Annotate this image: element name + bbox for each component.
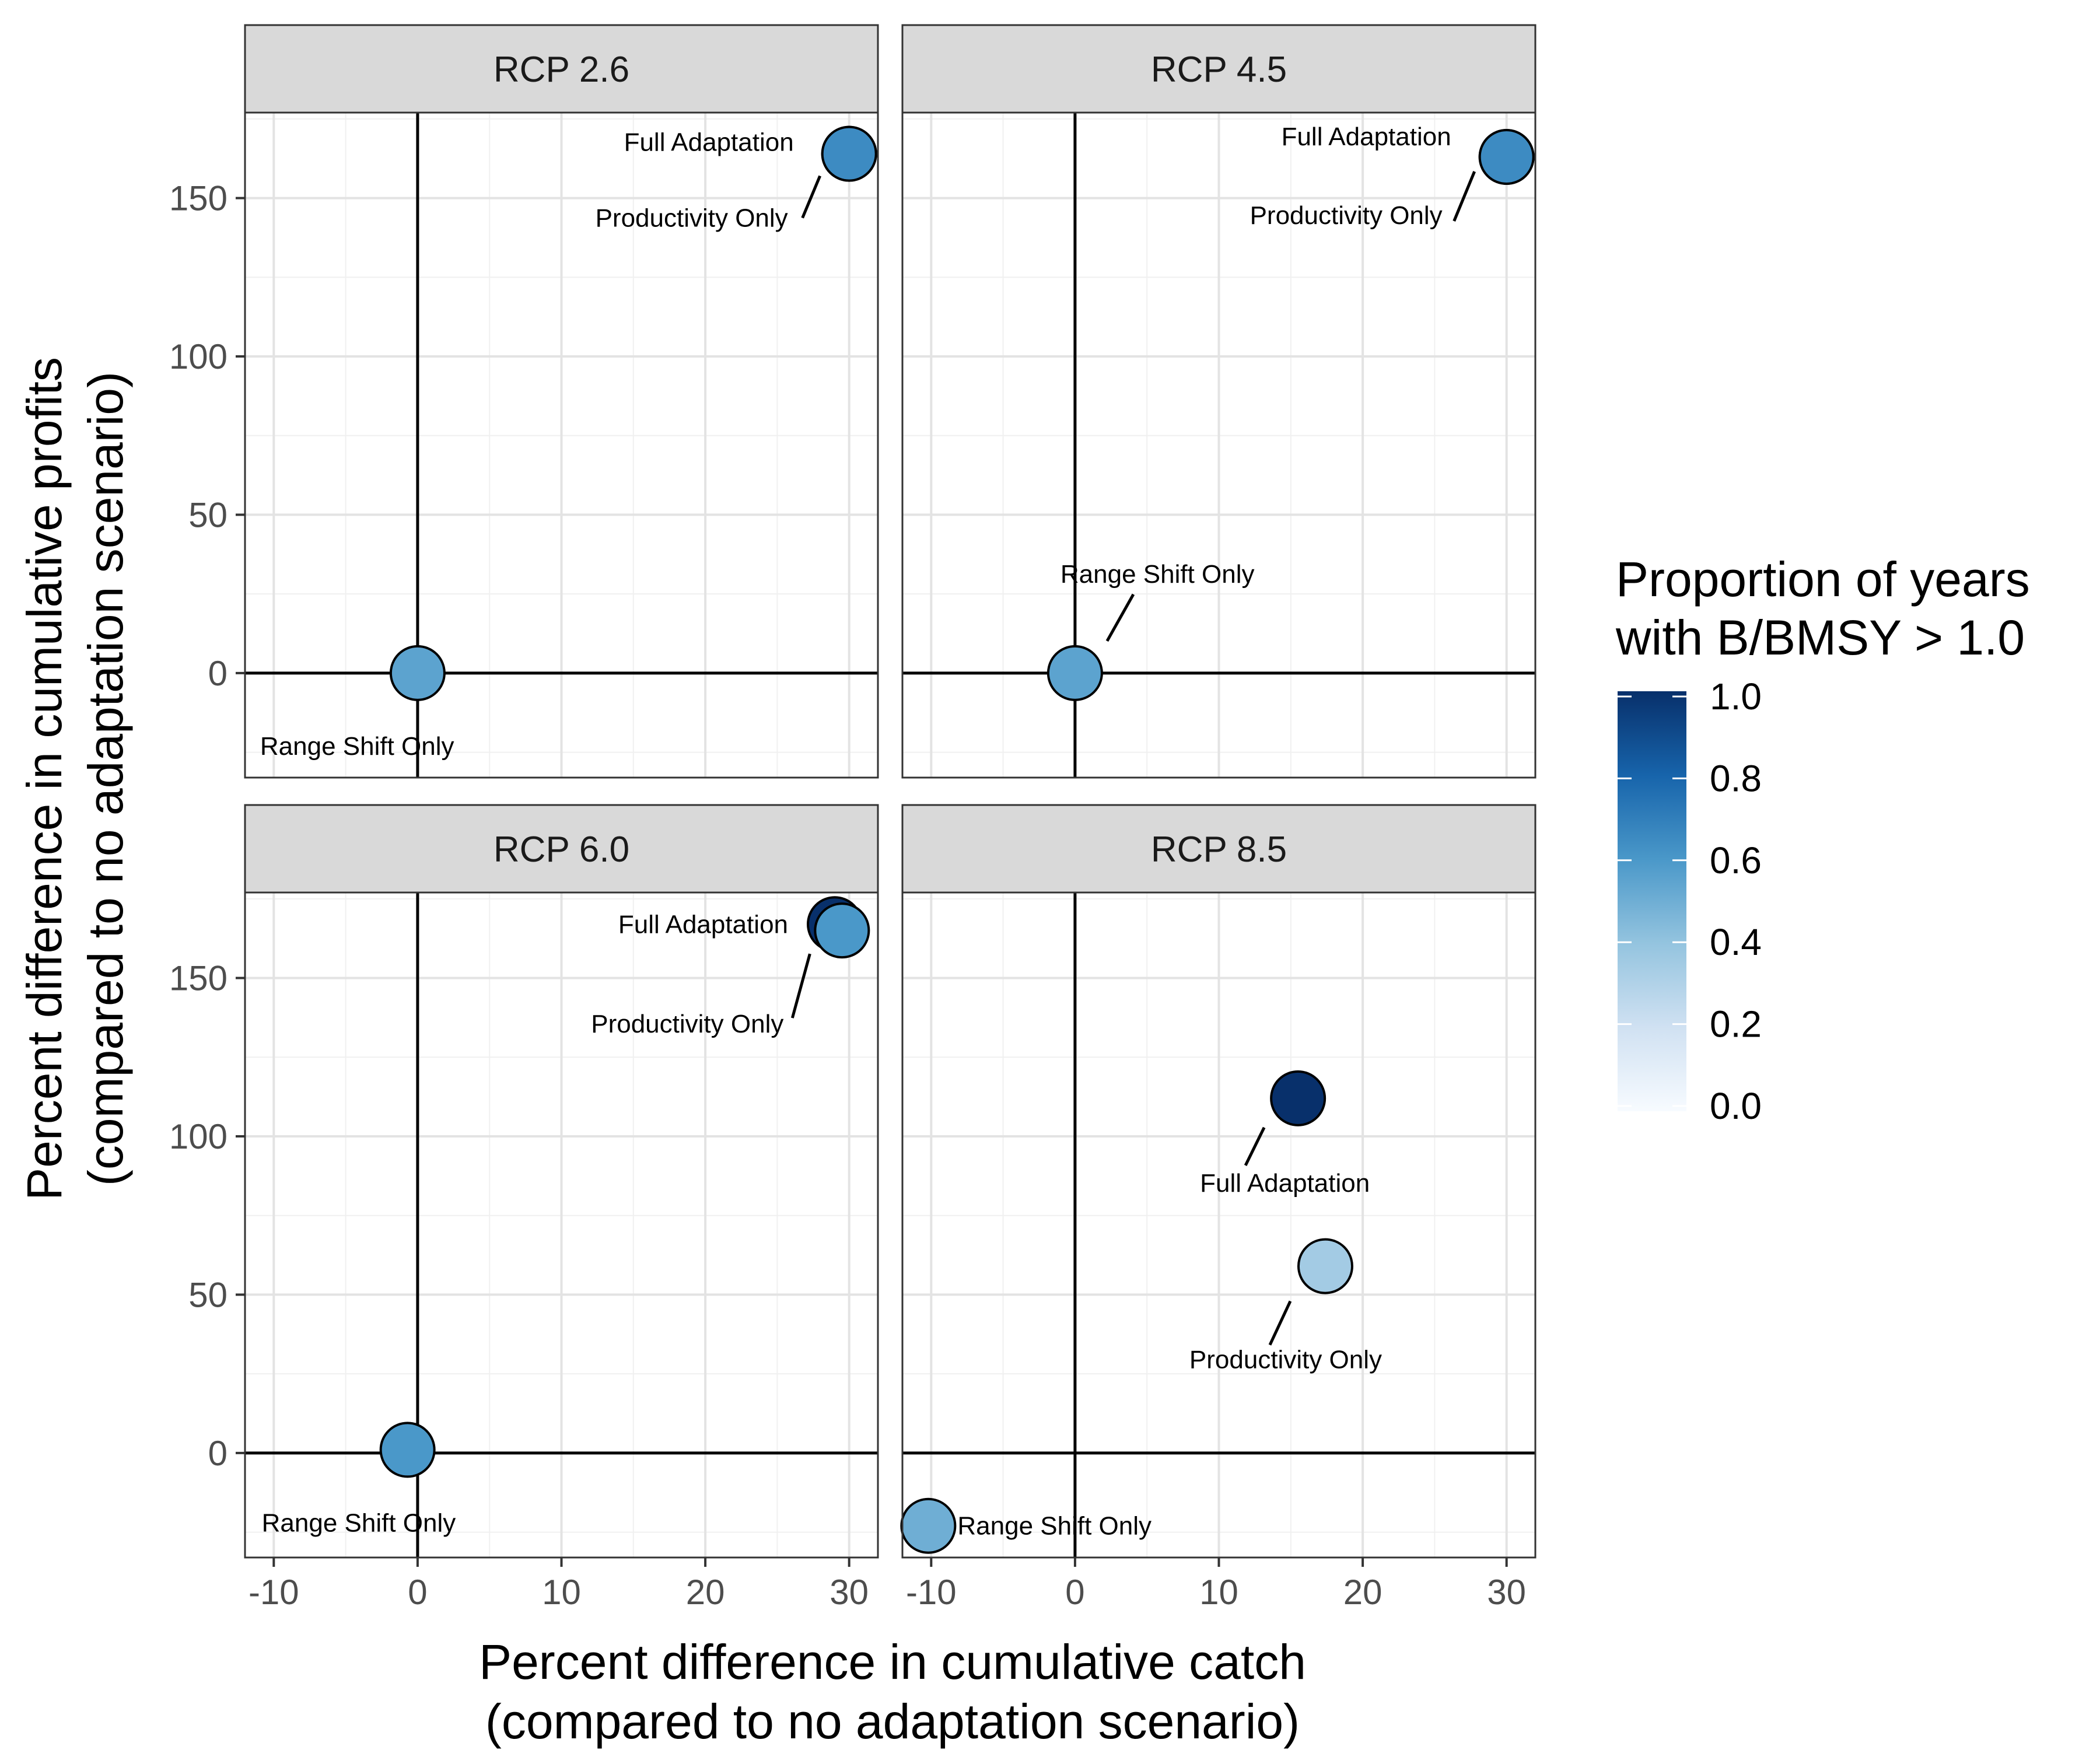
data-point-range-shift-only	[1046, 645, 1103, 701]
y-tick-label: 50	[188, 1275, 228, 1314]
facet-strip-label: RCP 8.5	[1151, 830, 1287, 870]
legend-title-line-1: Proportion of years	[1616, 552, 2030, 607]
facet-strip-label: RCP 6.0	[494, 830, 629, 870]
y-axis-title-line-1: Percent difference in cumulative profits	[17, 357, 72, 1200]
x-tick-label: 0	[408, 1573, 427, 1612]
data-point-range-shift-only	[900, 1497, 957, 1554]
data-point-productivity-only	[814, 902, 870, 959]
x-tick-label: 20	[1343, 1573, 1382, 1612]
y-tick-label: 100	[169, 1117, 228, 1156]
x-tick-label: 10	[542, 1573, 581, 1612]
facet-panels: RCP 2.6 Range Shift Only Productivity Only…	[169, 24, 1536, 1612]
panel-rcp-8-5: RCP 8.5 Range Shift Only Full Adaptation Pr…	[900, 804, 1536, 1612]
x-tick-label: -10	[906, 1573, 957, 1612]
panel-rcp-2-6: RCP 2.6 Range Shift Only Productivity Only…	[169, 24, 879, 779]
x-tick-label: 30	[830, 1573, 869, 1612]
y-tick-label: 150	[169, 959, 228, 998]
point-label: Productivity Only	[1189, 1346, 1382, 1374]
legend-colorbar	[1618, 691, 1686, 1111]
label-leader-line	[790, 953, 811, 1019]
y-tick-label: 0	[208, 1434, 228, 1473]
x-axis-title-line-1: Percent difference in cumulative catch	[479, 1634, 1306, 1689]
y-tick-label: 100	[169, 337, 228, 376]
facet-strip	[244, 24, 879, 114]
facet-strip	[901, 804, 1536, 894]
facet-strip-label: RCP 2.6	[494, 50, 629, 90]
point-label: Full Adaptation	[624, 128, 794, 157]
data-point-full-adaptation	[1478, 129, 1535, 185]
legend-tick-label: 0.6	[1710, 839, 1762, 881]
legend-title-line-2: with B/BMSY > 1.0	[1615, 610, 2025, 665]
label-leader-line	[1244, 1126, 1266, 1166]
y-axis-title-line-2: (compared to no adaptation scenario)	[78, 372, 133, 1186]
data-point-full-adaptation	[821, 125, 877, 182]
data-point-range-shift-only	[389, 645, 446, 701]
data-point-productivity-only	[1297, 1238, 1353, 1294]
x-tick-label: 10	[1199, 1573, 1238, 1612]
legend-tick-label: 0.8	[1710, 757, 1762, 799]
point-label: Productivity Only	[1250, 201, 1443, 230]
panel-border	[901, 111, 1536, 779]
point-label: Productivity Only	[596, 204, 788, 233]
data-point-full-adaptation	[1270, 1070, 1326, 1126]
y-tick-label: 150	[169, 179, 228, 218]
legend-tick-label: 0.2	[1710, 1003, 1762, 1045]
x-tick-label: -10	[249, 1573, 299, 1612]
panel-border	[244, 111, 879, 779]
x-tick-label: 20	[686, 1573, 725, 1612]
legend-tick-label: 1.0	[1710, 676, 1762, 718]
x-axis-title-line-2: (compared to no adaptation scenario)	[485, 1694, 1300, 1749]
point-label: Full Adaptation	[1200, 1169, 1370, 1198]
facet-strip-label: RCP 4.5	[1151, 50, 1287, 90]
y-tick-label: 0	[208, 654, 228, 693]
point-label: Full Adaptation	[618, 910, 788, 939]
facet-strip	[901, 24, 1536, 114]
panel-rcp-6-0: RCP 6.0 Range Shift Only Full Adaptation Pr…	[169, 804, 879, 1612]
color-legend: Proportion of years with B/BMSY > 1.0 0.…	[1615, 552, 2030, 1127]
point-label: Range Shift Only	[260, 732, 454, 761]
label-leader-line	[1105, 593, 1135, 642]
legend-tick-label: 0.0	[1710, 1085, 1762, 1127]
x-tick-label: 30	[1487, 1573, 1526, 1612]
point-label: Range Shift Only	[957, 1512, 1152, 1541]
label-leader-line	[1452, 171, 1476, 222]
x-tick-label: 0	[1065, 1573, 1084, 1612]
legend-tick-label: 0.4	[1710, 921, 1762, 963]
label-leader-line	[1268, 1300, 1292, 1346]
point-label: Range Shift Only	[262, 1508, 456, 1537]
label-leader-line	[801, 175, 821, 219]
point-label: Productivity Only	[591, 1010, 783, 1038]
data-point-range-shift-only	[379, 1422, 436, 1478]
point-label: Range Shift Only	[1060, 560, 1255, 589]
y-tick-label: 50	[188, 495, 228, 534]
panel-rcp-4-5: RCP 4.5 Range Shift Only Productivity Only…	[901, 24, 1536, 779]
point-label: Full Adaptation	[1282, 123, 1451, 151]
